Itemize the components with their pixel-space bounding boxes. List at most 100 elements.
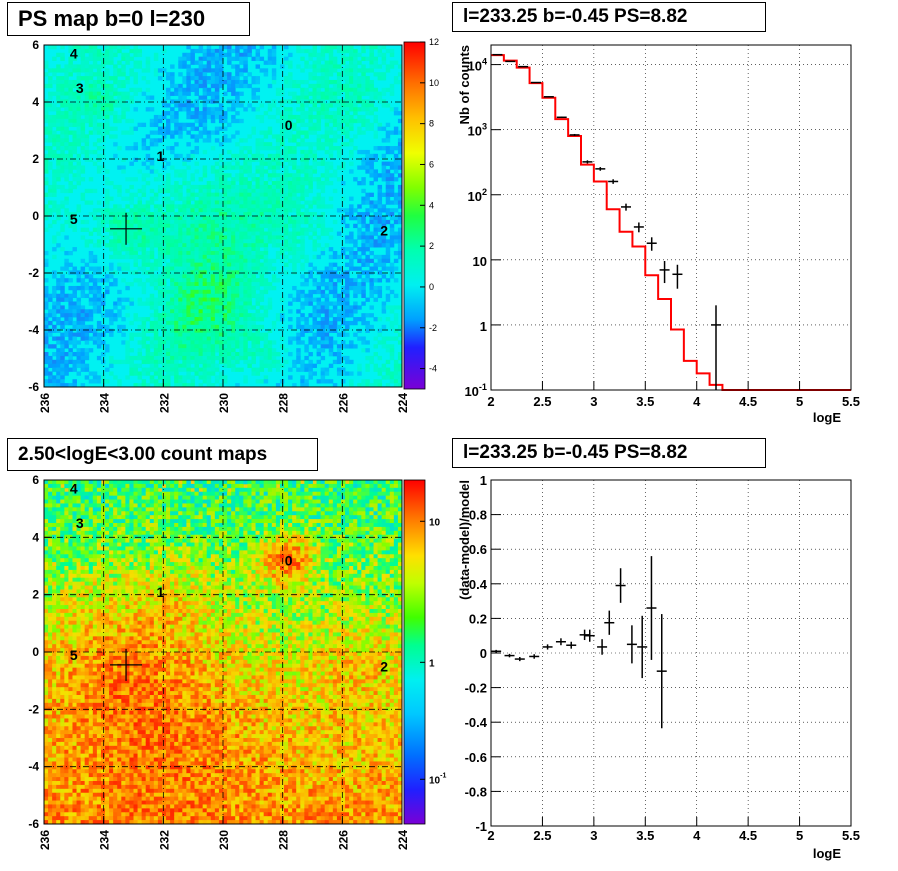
- map-pixel: [308, 126, 313, 131]
- map-pixel: [210, 227, 216, 232]
- map-pixel: [48, 192, 53, 197]
- map-pixel: [109, 254, 114, 260]
- map-pixel: [210, 68, 216, 73]
- map-pixel: [149, 216, 155, 221]
- map-pixel: [190, 103, 195, 108]
- map-pixel: [381, 161, 387, 166]
- map-pixel: [349, 262, 354, 267]
- map-pixel: [105, 87, 110, 93]
- map-pixel: [320, 250, 326, 256]
- map-pixel: [52, 72, 57, 77]
- map-pixel: [218, 181, 224, 186]
- map-pixel: [190, 223, 195, 229]
- map-pixel: [369, 91, 374, 96]
- map-pixel: [369, 266, 374, 271]
- map-pixel: [255, 301, 261, 306]
- map-pixel: [340, 313, 346, 318]
- map-pixel: [125, 56, 130, 61]
- map-pixel: [349, 231, 354, 236]
- map-pixel: [80, 177, 86, 182]
- map-pixel: [121, 83, 126, 89]
- map-pixel: [218, 216, 224, 221]
- map-pixel: [357, 317, 362, 322]
- map-pixel: [161, 266, 167, 271]
- map-pixel: [227, 317, 232, 322]
- map-pixel: [56, 297, 61, 302]
- map-pixel: [332, 64, 338, 69]
- map-pixel: [235, 262, 240, 267]
- map-pixel: [300, 56, 305, 61]
- map-pixel: [84, 146, 90, 151]
- map-pixel: [357, 383, 362, 388]
- map-pixel: [231, 355, 236, 361]
- map-pixel: [336, 367, 342, 372]
- map-pixel: [76, 355, 82, 361]
- map-pixel: [377, 208, 383, 213]
- map-pixel: [300, 165, 305, 170]
- map-pixel: [52, 359, 57, 365]
- map-pixel: [263, 208, 269, 213]
- map-pixel: [336, 293, 342, 299]
- map-pixel: [279, 196, 285, 201]
- map-pixel: [223, 309, 228, 314]
- colorbar-tick-label: 10: [429, 78, 439, 88]
- map-pixel: [198, 219, 204, 225]
- map-pixel: [316, 138, 322, 143]
- map-pixel: [141, 258, 147, 264]
- map-pixel: [332, 118, 338, 124]
- map-pixel: [292, 204, 297, 209]
- map-pixel: [243, 274, 248, 279]
- map-pixel: [64, 317, 69, 322]
- map-pixel: [284, 219, 289, 225]
- map-pixel: [300, 282, 305, 287]
- map-pixel: [117, 99, 122, 104]
- map-pixel: [141, 285, 147, 291]
- map-pixel: [96, 200, 102, 205]
- map-pixel: [52, 313, 57, 318]
- map-pixel: [369, 157, 374, 162]
- map-pixel: [182, 383, 187, 388]
- map-pixel: [365, 247, 370, 252]
- map-pixel: [76, 348, 82, 353]
- map-pixel: [227, 60, 232, 65]
- map-pixel: [300, 177, 305, 182]
- map-pixel: [166, 348, 171, 353]
- map-pixel: [312, 48, 317, 54]
- map-pixel: [357, 247, 362, 252]
- map-pixel: [349, 278, 354, 283]
- colorbar-tick-label: 4: [429, 200, 434, 210]
- map-pixel: [324, 130, 330, 135]
- map-pixel: [340, 285, 346, 291]
- map-pixel: [300, 87, 305, 93]
- map-pixel: [227, 282, 232, 287]
- map-pixel: [381, 216, 387, 221]
- map-pixel: [397, 157, 403, 162]
- map-pixel: [267, 367, 273, 372]
- map-pixel: [243, 181, 248, 186]
- map-pixel: [353, 320, 358, 326]
- map-pixel: [161, 223, 167, 229]
- map-pixel: [105, 285, 110, 291]
- map-pixel: [182, 355, 187, 361]
- map-pixel: [239, 305, 244, 310]
- map-pixel: [44, 585, 49, 590]
- map-pixel: [349, 60, 354, 65]
- map-pixel: [345, 262, 350, 267]
- map-pixel: [292, 126, 297, 131]
- map-pixel: [186, 258, 191, 264]
- map-pixel: [64, 146, 69, 151]
- map-pixel: [259, 336, 265, 341]
- map-pixel: [202, 76, 208, 81]
- map-pixel: [133, 52, 138, 58]
- map-pixel: [308, 181, 313, 186]
- map-pixel: [214, 95, 220, 100]
- map-pixel: [328, 301, 334, 306]
- map-pixel: [292, 95, 297, 100]
- x-tick-label: 5: [796, 394, 803, 409]
- map-pixels: [44, 480, 403, 825]
- map-pixel: [72, 293, 77, 299]
- map-pixel: [109, 76, 114, 81]
- map-pixel: [340, 142, 346, 147]
- map-pixel: [170, 297, 175, 302]
- map-pixel: [361, 231, 366, 236]
